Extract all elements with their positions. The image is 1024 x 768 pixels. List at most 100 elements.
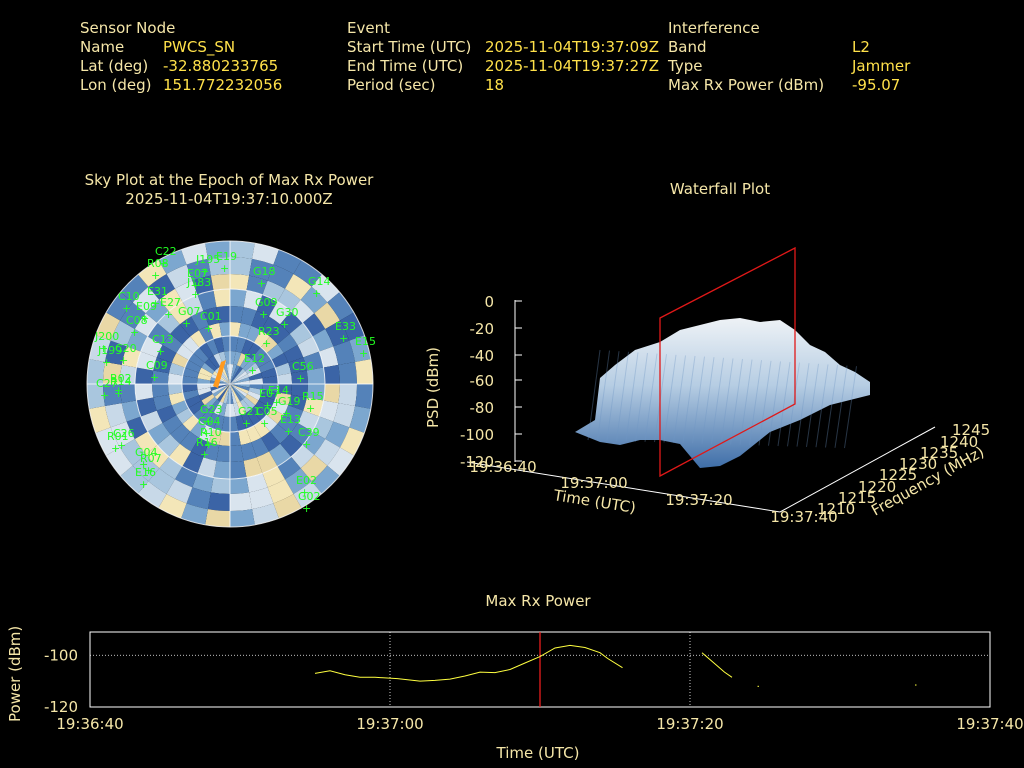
surface-streak bbox=[682, 355, 696, 444]
x-tick-label: 19:37:40 bbox=[956, 715, 1023, 733]
sky-bin bbox=[325, 421, 350, 448]
psd-surface bbox=[575, 318, 870, 468]
sky-bin bbox=[182, 384, 198, 393]
sky-bin bbox=[211, 374, 230, 384]
sky-bin bbox=[275, 392, 292, 406]
sky-bin bbox=[204, 396, 218, 410]
sky-bin bbox=[212, 384, 230, 397]
time-axis-label: Time (UTC) bbox=[496, 744, 580, 762]
sky-bin bbox=[95, 312, 121, 341]
lat-label: Lat (deg) bbox=[80, 57, 149, 75]
sky-bin bbox=[246, 425, 261, 443]
sky-bin bbox=[213, 401, 224, 416]
satellite-label: R02 bbox=[110, 372, 132, 385]
sky-bin bbox=[197, 290, 217, 311]
sky-bin bbox=[162, 415, 183, 435]
satellite-label: C22 bbox=[155, 245, 177, 258]
sky-bin bbox=[243, 290, 263, 311]
sky-bin bbox=[314, 302, 340, 329]
satellite-marker: + bbox=[259, 308, 268, 321]
sky-bin bbox=[267, 479, 294, 504]
satellite-marker: + bbox=[339, 332, 348, 345]
satellite-label: G04 bbox=[198, 415, 221, 428]
sky-bin bbox=[210, 377, 230, 384]
sky-bin bbox=[182, 451, 204, 474]
sky-bin bbox=[246, 342, 261, 359]
sky-bin bbox=[158, 493, 187, 519]
sky-bin bbox=[300, 454, 328, 482]
sky-bin bbox=[89, 335, 111, 362]
sky-bin bbox=[221, 336, 230, 352]
sky-bin bbox=[249, 487, 274, 510]
sky-bin bbox=[182, 294, 204, 317]
satellite-label: G18 bbox=[253, 265, 276, 278]
sky-bin bbox=[275, 362, 292, 376]
sky-bin bbox=[230, 416, 239, 432]
sky-bin bbox=[121, 400, 141, 422]
sky-bin bbox=[152, 370, 169, 384]
type-label: Type bbox=[668, 57, 703, 75]
sky-bin bbox=[251, 310, 269, 331]
surface-streak bbox=[730, 358, 743, 445]
surface-streak bbox=[758, 360, 772, 446]
sky-bin bbox=[338, 384, 357, 407]
satellite-label: E13 bbox=[280, 413, 301, 426]
sky-bin bbox=[297, 410, 320, 432]
sky-bin bbox=[208, 429, 222, 446]
sky-bin bbox=[230, 509, 255, 527]
satellite-marker: + bbox=[191, 279, 200, 292]
sky-bin bbox=[285, 468, 312, 494]
satellite-marker: + bbox=[242, 417, 251, 430]
sky-bin bbox=[198, 367, 213, 378]
time-axis bbox=[466, 461, 781, 513]
sky-bin bbox=[240, 399, 252, 413]
surface-streak bbox=[739, 359, 753, 445]
sky-bin bbox=[221, 416, 230, 432]
sky-bin bbox=[148, 274, 175, 300]
end-time-value: 2025-11-04T19:37:27Z bbox=[485, 57, 659, 75]
surface-streak bbox=[720, 358, 734, 445]
satellite-label: G14 bbox=[308, 275, 331, 288]
satellite-marker: + bbox=[119, 354, 128, 367]
sky-bin bbox=[240, 355, 252, 369]
sky-bin bbox=[254, 330, 270, 348]
sky-bin bbox=[208, 322, 222, 339]
sky-bin bbox=[110, 421, 135, 448]
satellite-marker: + bbox=[117, 439, 126, 452]
sky-bin bbox=[230, 351, 236, 365]
sky-bin bbox=[230, 368, 246, 384]
sky-bin bbox=[213, 336, 225, 353]
sky-bin bbox=[206, 338, 219, 356]
sky-bin bbox=[291, 370, 308, 384]
satellite-label: E31 bbox=[147, 285, 168, 298]
sky-bin bbox=[95, 427, 121, 456]
sky-bin bbox=[230, 257, 253, 276]
time-tick-label: 19:36:40 bbox=[469, 458, 536, 476]
satellite-label: R16 bbox=[196, 436, 218, 449]
sky-bin bbox=[311, 274, 340, 303]
sky-bin bbox=[230, 492, 253, 511]
sky-bin bbox=[213, 289, 230, 308]
sky-bin bbox=[230, 403, 236, 417]
sky-bin bbox=[277, 333, 298, 353]
max-rx-power-title: Max Rx Power bbox=[485, 592, 591, 610]
satellite-label: R07 bbox=[140, 452, 162, 465]
series-line bbox=[701, 652, 733, 678]
sky-bin bbox=[261, 431, 281, 452]
sky-bin bbox=[104, 340, 127, 365]
sky-bin bbox=[255, 400, 272, 415]
satellite-label: C13 bbox=[152, 333, 174, 346]
sky-bin bbox=[134, 313, 158, 337]
sky-bin bbox=[207, 257, 230, 276]
satellite-marker: + bbox=[204, 415, 213, 428]
sky-bin bbox=[120, 439, 146, 466]
sky-bin bbox=[166, 479, 193, 504]
satellite-marker: + bbox=[140, 312, 149, 325]
power-axis-label: Power (dBm) bbox=[6, 626, 24, 722]
sky-bin bbox=[303, 351, 324, 371]
satellite-label: R15 bbox=[302, 390, 324, 403]
sky-bin bbox=[230, 322, 241, 337]
sky-bin bbox=[182, 389, 199, 401]
satellite-marker: + bbox=[111, 442, 120, 455]
sky-bin bbox=[203, 307, 220, 326]
